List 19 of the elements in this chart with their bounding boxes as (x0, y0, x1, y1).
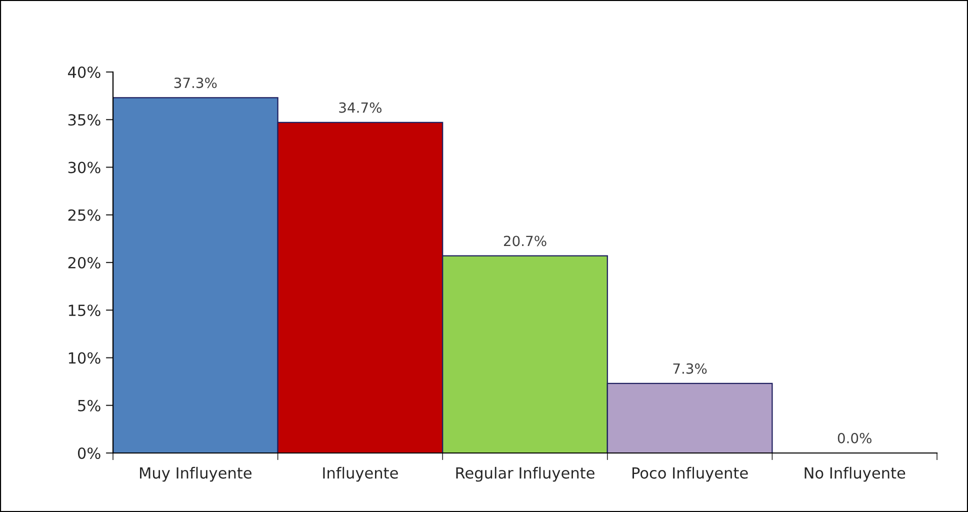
data-label: 0.0% (838, 432, 872, 444)
y-tick-label: 25% (68, 209, 100, 221)
y-tick-label: 30% (68, 162, 100, 174)
x-tick-label: Muy Influyente (140, 466, 252, 482)
x-tick-label: No Influyente (804, 466, 906, 482)
y-tick-label: 10% (68, 352, 100, 364)
y-tick-label: 0% (78, 447, 100, 460)
x-tick-label: Influyente (323, 466, 398, 482)
y-tick-label: 35% (68, 114, 100, 126)
data-label: 34.7% (339, 102, 382, 113)
data-label: 37.3% (174, 78, 217, 88)
y-tick-label: 40% (68, 66, 100, 78)
data-label: 7.3% (673, 363, 707, 374)
x-tick-label: Regular Influyente (456, 466, 594, 482)
y-tick-label: 5% (78, 400, 100, 412)
data-label: 20.7% (504, 236, 546, 246)
y-tick-label: 15% (68, 304, 100, 316)
y-tick-label: 20% (68, 256, 100, 269)
x-tick-label: Poco Influyente (632, 466, 748, 482)
